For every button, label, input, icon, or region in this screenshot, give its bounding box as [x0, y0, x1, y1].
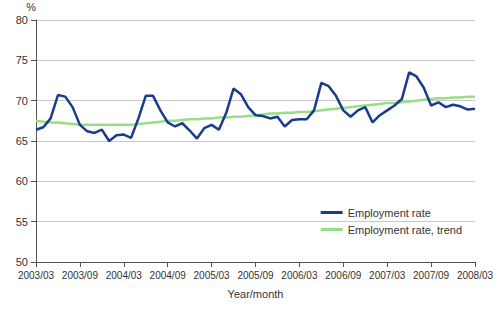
- svg-text:2003/09: 2003/09: [62, 270, 99, 281]
- svg-text:2004/09: 2004/09: [150, 270, 187, 281]
- svg-text:65: 65: [16, 135, 28, 147]
- svg-text:2006/09: 2006/09: [325, 270, 362, 281]
- svg-text:2007/09: 2007/09: [413, 270, 450, 281]
- svg-text:80: 80: [16, 14, 28, 26]
- svg-text:50: 50: [16, 256, 28, 268]
- svg-text:Employment rate: Employment rate: [348, 207, 431, 219]
- svg-text:2005/03: 2005/03: [194, 270, 231, 281]
- svg-text:Year/month: Year/month: [228, 288, 284, 300]
- svg-text:%: %: [26, 1, 36, 13]
- svg-text:2005/09: 2005/09: [237, 270, 274, 281]
- svg-text:2003/03: 2003/03: [18, 270, 55, 281]
- svg-text:55: 55: [16, 216, 28, 228]
- svg-text:75: 75: [16, 54, 28, 66]
- svg-text:2007/03: 2007/03: [369, 270, 406, 281]
- svg-text:70: 70: [16, 95, 28, 107]
- svg-text:2008/03: 2008/03: [457, 270, 494, 281]
- svg-text:2004/03: 2004/03: [106, 270, 143, 281]
- svg-text:2006/03: 2006/03: [281, 270, 318, 281]
- svg-text:Employment rate, trend: Employment rate, trend: [348, 224, 462, 236]
- svg-text:60: 60: [16, 175, 28, 187]
